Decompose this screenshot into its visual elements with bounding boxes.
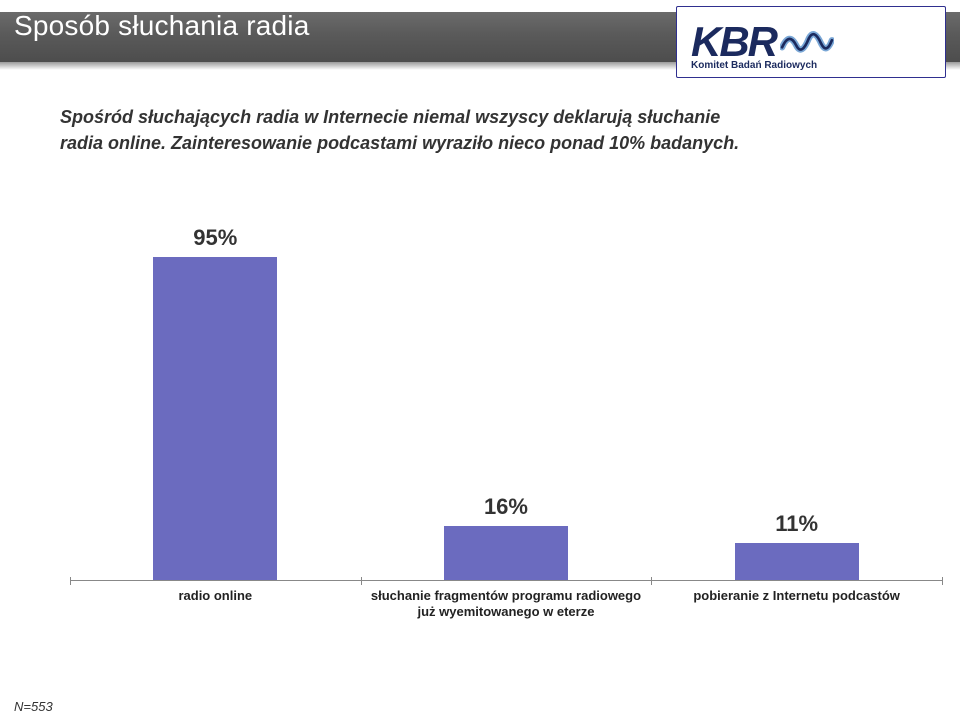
bar-group: 16% xyxy=(361,240,652,580)
bar: 16% xyxy=(444,526,568,580)
bar: 11% xyxy=(735,543,859,580)
slide: Sposób słuchania radia KBR Komitet Badań… xyxy=(0,0,960,722)
logo: KBR Komitet Badań Radiowych xyxy=(676,6,946,78)
x-axis-label: radio online xyxy=(70,588,361,604)
page-title: Sposób słuchania radia xyxy=(14,10,310,42)
x-axis-label: pobieranie z Internetu podcastów xyxy=(651,588,942,604)
logo-text: KBR xyxy=(691,18,776,66)
subtitle: Spośród słuchających radia w Internecie … xyxy=(60,104,920,156)
value-label: 95% xyxy=(193,225,237,251)
logo-subtext: Komitet Badań Radiowych xyxy=(691,60,817,71)
x-axis-label: słuchanie fragmentów programu radiowego … xyxy=(361,588,652,621)
subtitle-line-2: radia online. Zainteresowanie podcastami… xyxy=(60,133,739,153)
bar-group: 11% xyxy=(651,240,942,580)
wave-icon xyxy=(780,26,834,58)
x-axis xyxy=(70,580,942,581)
subtitle-line-1: Spośród słuchających radia w Internecie … xyxy=(60,107,720,127)
footnote: N=553 xyxy=(14,699,53,714)
value-label: 16% xyxy=(484,494,528,520)
bar: 95% xyxy=(153,257,277,580)
value-label: 11% xyxy=(775,511,818,537)
chart-plot: 95% 16% 11% xyxy=(70,240,942,580)
bar-group: 95% xyxy=(70,240,361,580)
bar-chart: 95% 16% 11% radio onlinesłuchanie fragment… xyxy=(70,210,942,620)
